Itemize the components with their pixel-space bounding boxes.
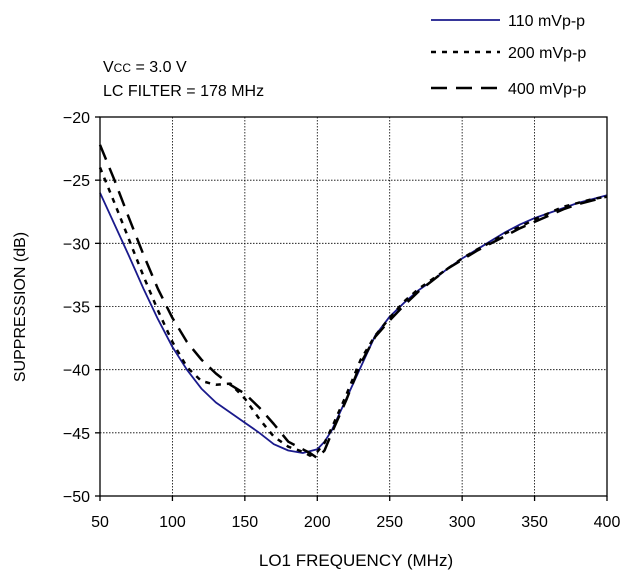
- legend-label-110mvpp: 110 mVp-p: [508, 13, 585, 30]
- x-tick-label: 250: [376, 514, 403, 531]
- x-tick-label: 350: [521, 514, 548, 531]
- y-tick-label: −50: [63, 489, 90, 506]
- tick-label-layer: 50 100 150 200 250 300 350 400 −20 −25 −30 −35 −40 −4…: [63, 110, 621, 531]
- x-tick-label: 100: [159, 514, 186, 531]
- y-tick-label: −45: [63, 426, 90, 443]
- legend-label-200mvpp: 200 mVp-p: [508, 45, 586, 62]
- x-tick-label: 400: [594, 514, 621, 531]
- series-line-110mvpp: [99, 192, 608, 454]
- y-tick-label: −40: [63, 363, 90, 380]
- vcc-value: = 3.0 V: [131, 59, 187, 76]
- x-axis-label: LO1 FREQUENCY (MHz): [259, 551, 453, 570]
- y-axis-label: SUPPRESSION (dB): [12, 232, 29, 382]
- series-layer: [98, 144, 608, 460]
- series-line-400mvpp: [98, 144, 608, 460]
- legend: 110 mVp-p 200 mVp-p 400 mVp-p: [431, 13, 586, 98]
- x-tick-label: 200: [304, 514, 331, 531]
- x-tick-label: 300: [449, 514, 476, 531]
- y-tick-label: −25: [63, 173, 90, 190]
- vcc-prefix: V: [103, 59, 114, 76]
- y-tick-label: −35: [63, 300, 90, 317]
- x-tick-label: 50: [91, 514, 109, 531]
- y-tick-label: −30: [63, 236, 90, 253]
- grid-layer: [99, 116, 608, 497]
- vcc-subscript: CC: [114, 61, 132, 75]
- legend-label-400mvpp: 400 mVp-p: [508, 81, 586, 98]
- lc-filter-annotation: LC FILTER = 178 MHz: [103, 83, 264, 100]
- series-line-200mvpp: [98, 167, 608, 457]
- y-tick-label: −20: [63, 110, 90, 127]
- vcc-annotation: VCC = 3.0 V: [103, 59, 187, 76]
- x-tick-label: 150: [232, 514, 259, 531]
